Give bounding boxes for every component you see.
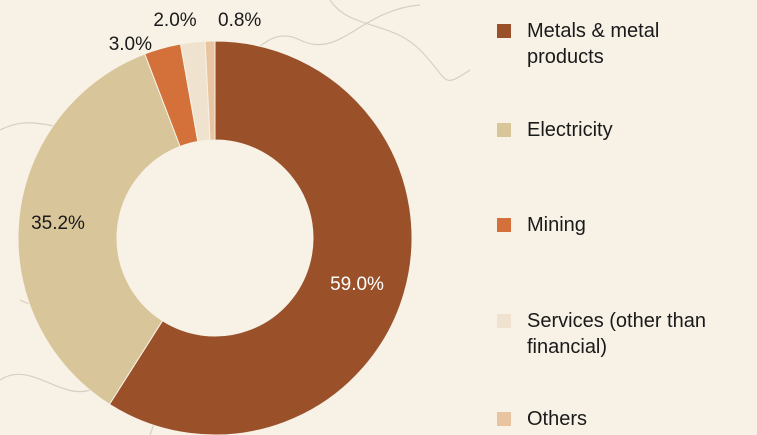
legend-label: Services (other than financial) xyxy=(527,310,706,358)
data-label: 0.8% xyxy=(218,10,261,31)
legend-swatch xyxy=(497,218,511,232)
data-label: 2.0% xyxy=(153,10,196,31)
legend-swatch xyxy=(497,412,511,426)
donut-slice xyxy=(108,40,413,435)
legend-item: Electricity xyxy=(497,117,757,143)
donut-slice xyxy=(17,53,181,406)
legend-label: Metals & metal products xyxy=(527,20,660,68)
legend-label: Mining xyxy=(527,214,586,236)
legend-label: Others xyxy=(527,408,588,430)
data-label: 59.0% xyxy=(330,274,384,295)
data-label: 35.2% xyxy=(31,213,85,234)
legend-swatch xyxy=(497,123,511,137)
legend-item: Services (other than financial) xyxy=(497,308,757,360)
legend-swatch xyxy=(497,314,511,328)
donut-slice xyxy=(204,40,216,141)
legend-item: Others xyxy=(497,406,757,432)
data-label: 3.0% xyxy=(109,34,152,55)
legend-item: Mining xyxy=(497,212,757,238)
legend-item: Metals & metal products xyxy=(497,18,757,70)
legend-label: Electricity xyxy=(527,119,613,141)
legend-swatch xyxy=(497,24,511,38)
